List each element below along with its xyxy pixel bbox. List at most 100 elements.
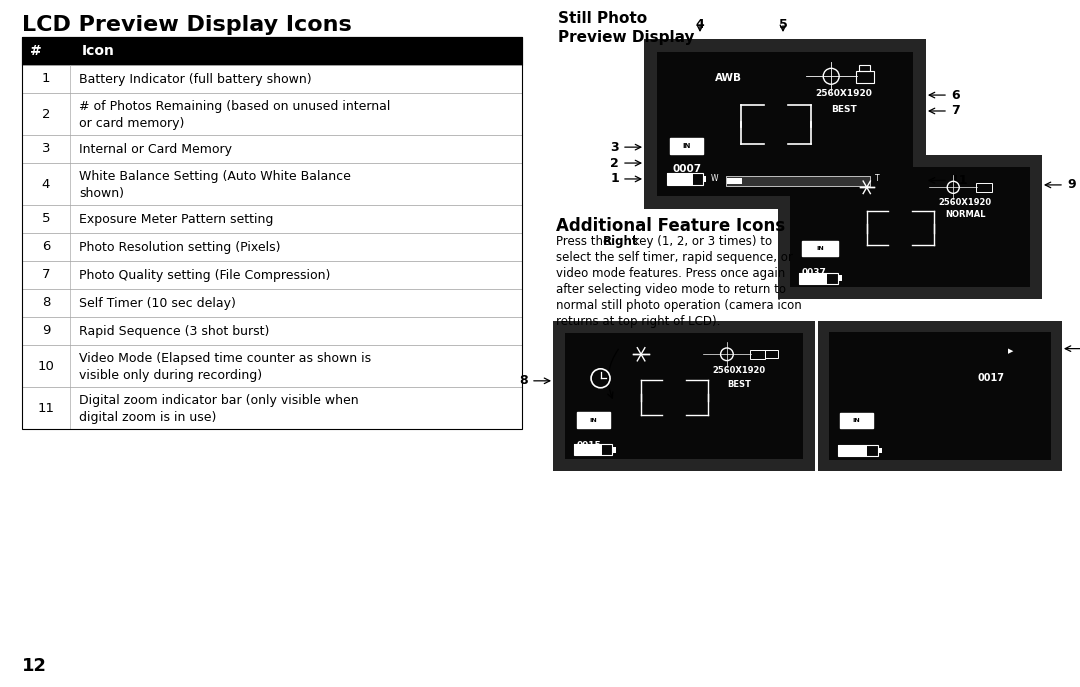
Text: returns at top right of LCD).: returns at top right of LCD). bbox=[556, 315, 720, 328]
Bar bbox=[670, 139, 703, 155]
Text: select the self timer, rapid sequence, or: select the self timer, rapid sequence, o… bbox=[556, 251, 793, 264]
Bar bbox=[750, 350, 765, 359]
Text: digital zoom is in use): digital zoom is in use) bbox=[79, 411, 216, 424]
Text: Internal or Card Memory: Internal or Card Memory bbox=[79, 142, 232, 155]
Text: LCD Preview Display Icons: LCD Preview Display Icons bbox=[22, 15, 352, 35]
Text: Icon: Icon bbox=[82, 44, 114, 58]
Bar bbox=[799, 273, 827, 284]
Bar bbox=[703, 176, 706, 182]
Text: Battery Indicator (full battery shown): Battery Indicator (full battery shown) bbox=[79, 73, 312, 85]
Text: 2560X1920: 2560X1920 bbox=[713, 366, 766, 375]
Bar bbox=[818, 321, 1062, 471]
Bar bbox=[575, 444, 602, 455]
Text: 11: 11 bbox=[38, 401, 54, 414]
Bar bbox=[657, 52, 914, 196]
Text: 12: 12 bbox=[22, 657, 48, 675]
Text: 5: 5 bbox=[779, 18, 787, 31]
Bar bbox=[765, 350, 779, 358]
Text: T: T bbox=[875, 174, 879, 183]
Text: 1: 1 bbox=[42, 73, 51, 85]
Text: key (1, 2, or 3 times) to: key (1, 2, or 3 times) to bbox=[629, 235, 772, 248]
Bar bbox=[553, 321, 815, 471]
Bar bbox=[22, 345, 522, 387]
Text: BEST: BEST bbox=[832, 105, 856, 114]
Text: 9: 9 bbox=[1067, 179, 1076, 192]
Text: 9: 9 bbox=[42, 324, 50, 337]
Text: 2560X1920: 2560X1920 bbox=[815, 89, 873, 98]
Bar bbox=[577, 412, 610, 427]
Bar bbox=[667, 173, 703, 185]
Text: Exposure Meter Pattern setting: Exposure Meter Pattern setting bbox=[79, 212, 273, 225]
Text: after selecting video mode to return to: after selecting video mode to return to bbox=[556, 283, 786, 296]
Text: White Balance Setting (Auto White Balance: White Balance Setting (Auto White Balanc… bbox=[79, 170, 351, 183]
Bar bbox=[838, 444, 866, 456]
Text: 7: 7 bbox=[42, 269, 51, 282]
Bar bbox=[976, 183, 991, 192]
Bar bbox=[789, 167, 1030, 287]
Text: 8: 8 bbox=[519, 374, 528, 387]
Text: shown): shown) bbox=[79, 187, 124, 200]
Text: 3: 3 bbox=[610, 141, 619, 154]
Bar bbox=[838, 275, 841, 281]
Text: 1: 1 bbox=[610, 172, 619, 185]
Text: 6: 6 bbox=[42, 240, 50, 254]
Bar bbox=[838, 444, 878, 456]
Text: 2: 2 bbox=[610, 157, 619, 170]
Text: visible only during recording): visible only during recording) bbox=[79, 369, 262, 382]
Text: Press the: Press the bbox=[556, 235, 615, 248]
Text: IN: IN bbox=[853, 418, 861, 423]
Text: 10: 10 bbox=[38, 359, 54, 372]
Text: 8: 8 bbox=[42, 297, 50, 310]
Text: Right: Right bbox=[603, 235, 638, 248]
Bar bbox=[667, 173, 693, 185]
Bar bbox=[22, 233, 522, 261]
Text: Self Timer (10 sec delay): Self Timer (10 sec delay) bbox=[79, 297, 235, 310]
Text: #: # bbox=[30, 44, 42, 58]
Text: IN: IN bbox=[590, 418, 597, 423]
Text: 0037: 0037 bbox=[801, 268, 827, 277]
Bar bbox=[22, 317, 522, 345]
Bar bbox=[22, 387, 522, 429]
Bar bbox=[855, 71, 874, 82]
Text: 4: 4 bbox=[42, 177, 50, 190]
Text: NORMAL: NORMAL bbox=[945, 210, 986, 219]
Text: 6: 6 bbox=[951, 89, 960, 102]
Bar bbox=[22, 37, 522, 65]
Text: Video Mode (Elapsed time counter as shown is: Video Mode (Elapsed time counter as show… bbox=[79, 352, 372, 365]
Text: 2560X1920: 2560X1920 bbox=[939, 199, 991, 207]
Text: # of Photos Remaining (based on unused internal: # of Photos Remaining (based on unused i… bbox=[79, 100, 390, 113]
Text: Preview Display: Preview Display bbox=[558, 30, 694, 45]
Text: Still Photo: Still Photo bbox=[558, 11, 647, 26]
Text: Additional Feature Icons: Additional Feature Icons bbox=[556, 217, 785, 235]
Text: Digital zoom indicator bar (only visible when: Digital zoom indicator bar (only visible… bbox=[79, 394, 359, 407]
Text: 0007: 0007 bbox=[672, 164, 701, 174]
Bar bbox=[778, 155, 1042, 299]
Text: 3: 3 bbox=[42, 142, 51, 155]
Bar bbox=[565, 333, 804, 459]
Text: 0015: 0015 bbox=[577, 441, 602, 450]
Bar bbox=[727, 178, 742, 184]
Bar bbox=[860, 65, 869, 71]
Text: 11: 11 bbox=[951, 174, 969, 187]
Bar bbox=[829, 332, 1051, 460]
Bar bbox=[840, 413, 874, 428]
Bar bbox=[22, 37, 522, 429]
Bar bbox=[801, 241, 838, 256]
Text: ▶: ▶ bbox=[1009, 348, 1014, 354]
Text: AWB: AWB bbox=[715, 73, 742, 82]
Bar bbox=[799, 273, 838, 284]
Text: Photo Quality setting (File Compression): Photo Quality setting (File Compression) bbox=[79, 269, 330, 282]
Bar bbox=[22, 65, 522, 93]
Text: Rapid Sequence (3 shot burst): Rapid Sequence (3 shot burst) bbox=[79, 324, 269, 337]
Bar bbox=[612, 447, 617, 453]
Text: 7: 7 bbox=[951, 104, 960, 117]
Text: normal still photo operation (camera icon: normal still photo operation (camera ico… bbox=[556, 299, 801, 312]
Text: or card memory): or card memory) bbox=[79, 117, 185, 130]
Text: IN: IN bbox=[816, 246, 824, 251]
Text: 2: 2 bbox=[42, 107, 51, 120]
Bar bbox=[22, 205, 522, 233]
Bar bbox=[726, 176, 869, 186]
Bar bbox=[22, 163, 522, 205]
Bar bbox=[22, 289, 522, 317]
Text: Photo Resolution setting (Pixels): Photo Resolution setting (Pixels) bbox=[79, 240, 281, 254]
